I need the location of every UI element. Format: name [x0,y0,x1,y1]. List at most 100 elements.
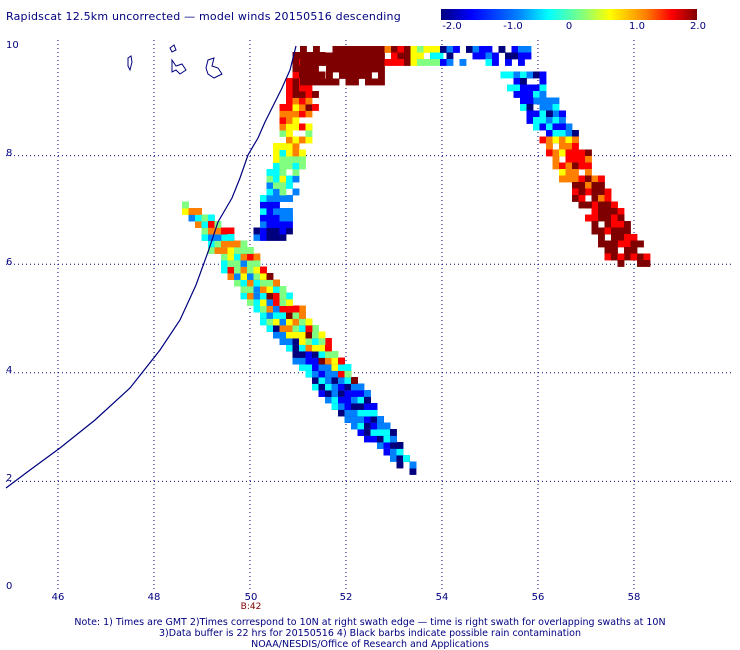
wind-cell [312,364,319,371]
wind-cell [299,312,306,319]
wind-cell [643,260,651,267]
wind-cell [299,97,306,105]
wind-cell [227,234,235,241]
wind-cell [260,273,267,280]
wind-cell [273,292,280,300]
wind-cell [305,136,313,144]
wind-cell [546,123,553,131]
wind-cell [227,247,235,254]
wind-cell [260,279,267,287]
wind-cell [292,149,300,157]
wind-cell [539,104,547,111]
wind-cell [591,208,599,215]
wind-cell [312,370,319,378]
wind-cell [273,286,280,293]
wind-cell [364,403,371,410]
wind-cell [338,364,345,371]
wind-cell [436,46,444,53]
wind-cell [384,46,392,53]
wind-cell [572,182,579,189]
map-title: Rapidscat 12.5km uncorrected — model win… [6,10,401,23]
wind-cell [273,305,280,313]
wind-cell [604,201,612,209]
wind-cell [338,377,345,384]
wind-cell [391,46,398,53]
wind-cell [286,84,293,92]
wind-cell [299,136,306,144]
wind-cell [221,234,228,241]
wind-cell [552,149,560,157]
wind-cell [313,72,320,79]
wind-cell [292,84,300,92]
wind-cell [492,52,499,60]
wind-cell [513,71,521,79]
wind-cell [260,312,267,319]
wind-cell [559,149,566,157]
wind-cell [559,130,566,137]
wind-cell [591,221,599,228]
wind-cell [440,59,447,66]
wind-cell [357,390,365,397]
wind-cell [279,312,287,319]
wind-cell [533,97,540,105]
wind-cell [312,351,319,358]
colorbar-tick: 1.0 [629,21,645,32]
wind-cell [332,65,340,73]
wind-cell [279,338,287,345]
wind-cell [208,234,215,241]
wind-cell [546,104,553,111]
island-outlines [127,44,223,79]
wind-cell [279,299,287,306]
wind-cell [377,416,384,423]
wind-cell [266,273,274,280]
wind-cell [266,201,274,209]
wind-cell [591,195,599,202]
wind-cell [417,52,424,60]
wind-cell [260,299,267,306]
wind-cell [479,52,486,60]
wind-cell [279,286,287,293]
wind-cell [182,201,189,209]
x-tick-label: 56 [531,592,545,603]
wind-cell [585,175,592,183]
wind-cell [637,253,644,261]
wind-cell [299,325,306,332]
colorbar-gradient [441,9,697,20]
wind-cell [365,65,372,73]
y-tick-label: 0 [6,581,13,592]
wind-cell [273,143,280,150]
wind-cell [404,59,411,66]
wind-cell [312,65,319,72]
wind-cell [305,331,313,339]
wind-cell [611,201,618,209]
wind-cell [552,104,560,111]
wind-cell [643,253,651,261]
wind-cell [520,84,527,92]
wind-cell [492,59,499,66]
wind-cell [617,208,625,215]
wind-cell [286,91,293,98]
wind-cell [591,214,599,222]
wind-cell [365,59,372,66]
wind-cell [539,136,547,144]
wind-cell [273,208,280,215]
wind-cell [279,162,287,170]
wind-cell [208,240,215,248]
wind-cell [371,52,379,60]
wind-cell [318,383,326,391]
wind-cell [591,227,599,235]
wind-cell [377,429,384,436]
wind-cell [572,175,579,183]
wind-cell [326,65,333,73]
wind-cell [552,123,560,131]
wind-cell [325,357,332,365]
wind-cell [383,448,391,456]
wind-cell [598,234,605,241]
wind-cell [331,396,339,404]
wind-cell [273,169,280,176]
wind-cell [266,299,274,306]
wind-cell [214,240,222,248]
wind-cell [617,214,625,222]
wind-cell [260,227,267,235]
